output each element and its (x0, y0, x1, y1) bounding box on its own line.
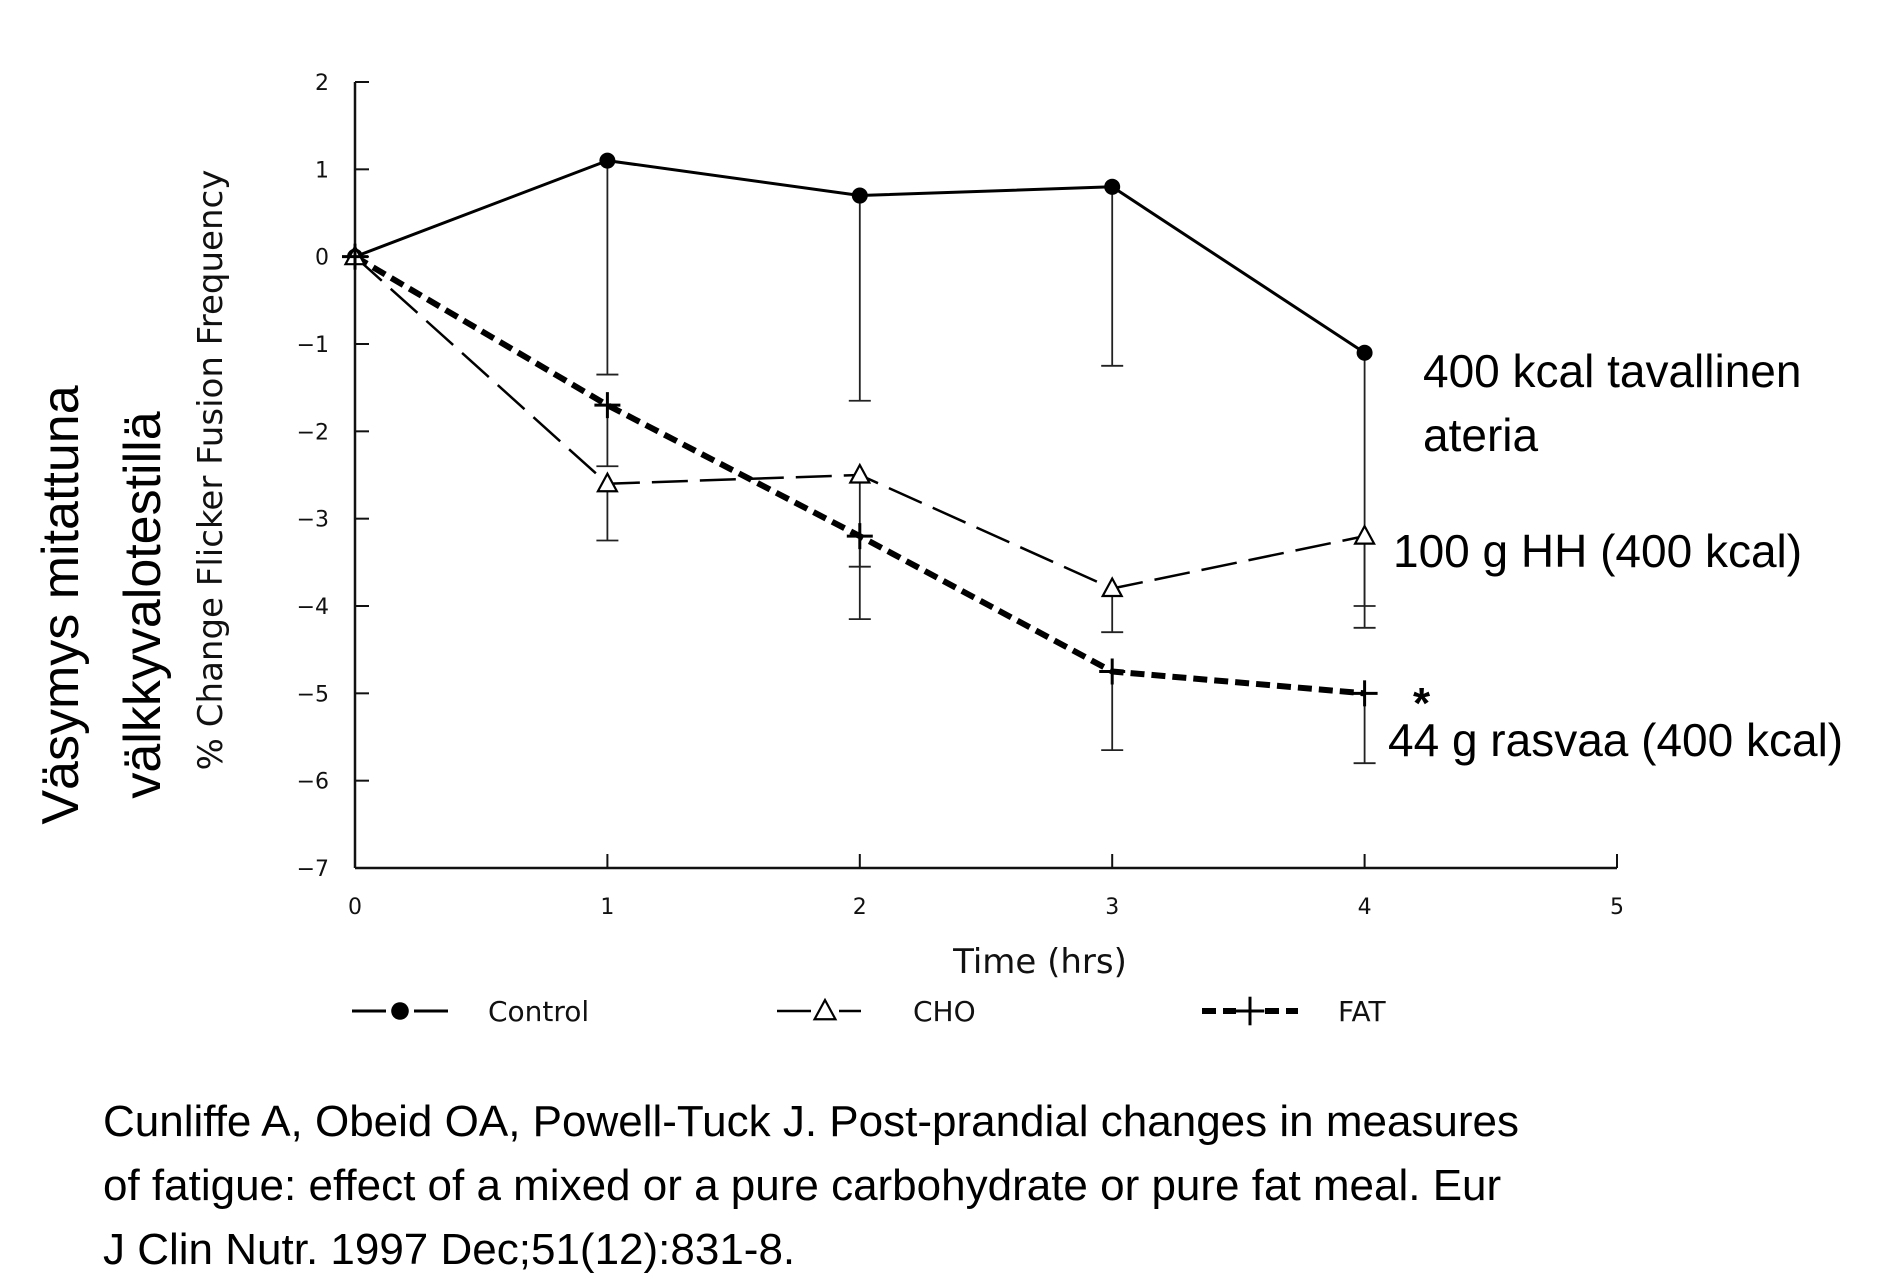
y-tick-label: 1 (315, 158, 329, 183)
x-tick-label: 4 (1358, 895, 1372, 920)
outer-y-label-line: välkkyvalotestillä (114, 411, 172, 798)
x-axis-title: Time (hrs) (952, 942, 1127, 982)
x-tick-label: 2 (853, 895, 867, 920)
legend-item-control: Control (352, 995, 589, 1028)
data-point-cho (1100, 576, 1124, 598)
data-point-control (851, 187, 868, 204)
x-tick-label: 1 (600, 895, 614, 920)
y-tick-label: −5 (297, 682, 329, 707)
legend-marker (391, 1002, 409, 1020)
y-tick-label: −1 (297, 333, 329, 358)
series-markers (342, 152, 1378, 707)
citation-line: J Clin Nutr. 1997 Dec;51(12):831-8. (103, 1225, 796, 1274)
data-point-fat (1099, 658, 1126, 685)
legend-item-fat: FAT (1202, 995, 1387, 1028)
data-point-cho (596, 471, 619, 493)
annotations: 400 kcal tavallinen ateria 100 g HH (400 k… (1388, 345, 1843, 766)
chart-axes: 2 1 0 −1 −2 −3 −4 −5 −6 −7 0 1 2 3 4 5 (297, 71, 1624, 920)
y-tick-label: −7 (297, 857, 329, 882)
data-point-fat (594, 392, 621, 419)
y-tick-label: 0 (315, 246, 329, 271)
annotation-line: 44 g rasvaa (400 kcal) (1388, 714, 1843, 766)
legend-label: CHO (913, 995, 976, 1028)
legend: Control CHO FAT (352, 995, 1387, 1028)
y-axis-title: % Change Flicker Fusion Frequency (191, 170, 231, 771)
chart-labels: Time (hrs) % Change Flicker Fusion Freque… (32, 170, 1127, 982)
data-point-fat (342, 243, 368, 270)
citation-line: Cunliffe A, Obeid OA, Powell-Tuck J. Pos… (103, 1097, 1520, 1146)
annotation-text: 400 kcal tavallinen ateria (1423, 345, 1801, 461)
data-point-fat (846, 523, 873, 550)
x-tick-label: 0 (348, 895, 362, 920)
legend-item-cho: CHO (777, 995, 976, 1028)
data-point-cho (1353, 523, 1376, 545)
outer-y-label-line: Väsymys mitattuna (32, 385, 90, 824)
legend-label: Control (488, 995, 589, 1028)
data-point-cho (848, 462, 872, 484)
y-tick-label: 2 (315, 71, 329, 96)
data-point-control (1356, 344, 1373, 361)
annotation-text: * (1413, 679, 1431, 728)
y-tick-label: −4 (297, 595, 329, 620)
annotation-line: 100 g HH (400 kcal) (1393, 525, 1802, 577)
annotation-line: ateria (1423, 409, 1538, 461)
x-tick-label: 5 (1610, 895, 1624, 920)
legend-marker (812, 997, 838, 1021)
y-tick-label: −3 (297, 508, 329, 533)
y-tick-label: −2 (297, 420, 329, 445)
citation: Cunliffe A, Obeid OA, Powell-Tuck J. Pos… (103, 1090, 1823, 1282)
x-tick-label: 3 (1105, 895, 1119, 920)
citation-line: of fatigue: effect of a mixed or a pure … (103, 1161, 1502, 1210)
annotation-line: * (1413, 679, 1431, 728)
annotation-text: 100 g HH (400 kcal) (1393, 525, 1802, 577)
y-tick-label: −6 (297, 770, 329, 795)
data-point-fat (1351, 680, 1378, 707)
annotation-line: 400 kcal tavallinen (1423, 345, 1801, 397)
annotation-text: 44 g rasvaa (400 kcal) (1388, 714, 1843, 766)
legend-marker (1235, 996, 1265, 1026)
data-point-control (1104, 178, 1121, 195)
data-point-control (599, 152, 616, 169)
legend-label: FAT (1338, 995, 1387, 1028)
